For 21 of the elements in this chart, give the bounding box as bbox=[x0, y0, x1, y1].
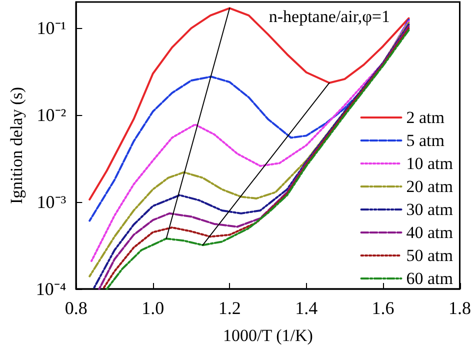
legend-label: 2 atm bbox=[406, 108, 445, 127]
annotation: n-heptane/air,φ=1 bbox=[268, 7, 390, 26]
y-tick-label: 10⁻⁴ bbox=[36, 279, 66, 299]
y-tick-label: 10⁻² bbox=[36, 105, 66, 126]
legend-label: 50 atm bbox=[406, 246, 454, 265]
x-tick-label: 1.8 bbox=[448, 298, 471, 318]
legend-label: 10 atm bbox=[406, 154, 454, 173]
y-axis-title: Ignition delay (s) bbox=[7, 86, 26, 204]
x-tick-label: 1.4 bbox=[295, 298, 318, 318]
legend-label: 5 atm bbox=[406, 131, 445, 150]
legend-label: 40 atm bbox=[406, 223, 454, 242]
x-axis-title: 1000/T (1/K) bbox=[223, 326, 313, 345]
legend-label: 20 atm bbox=[406, 177, 454, 196]
legend-label: 30 atm bbox=[406, 200, 454, 219]
y-tick-label: 10⁻¹ bbox=[36, 18, 66, 38]
legend-label: 60 atm bbox=[406, 269, 454, 288]
x-tick-label: 0.8 bbox=[64, 298, 88, 318]
y-tick-label: 10⁻³ bbox=[36, 192, 67, 212]
x-tick-label: 1.6 bbox=[372, 298, 394, 318]
x-tick-label: 1.2 bbox=[218, 298, 241, 318]
x-tick-label: 1.0 bbox=[142, 298, 164, 318]
